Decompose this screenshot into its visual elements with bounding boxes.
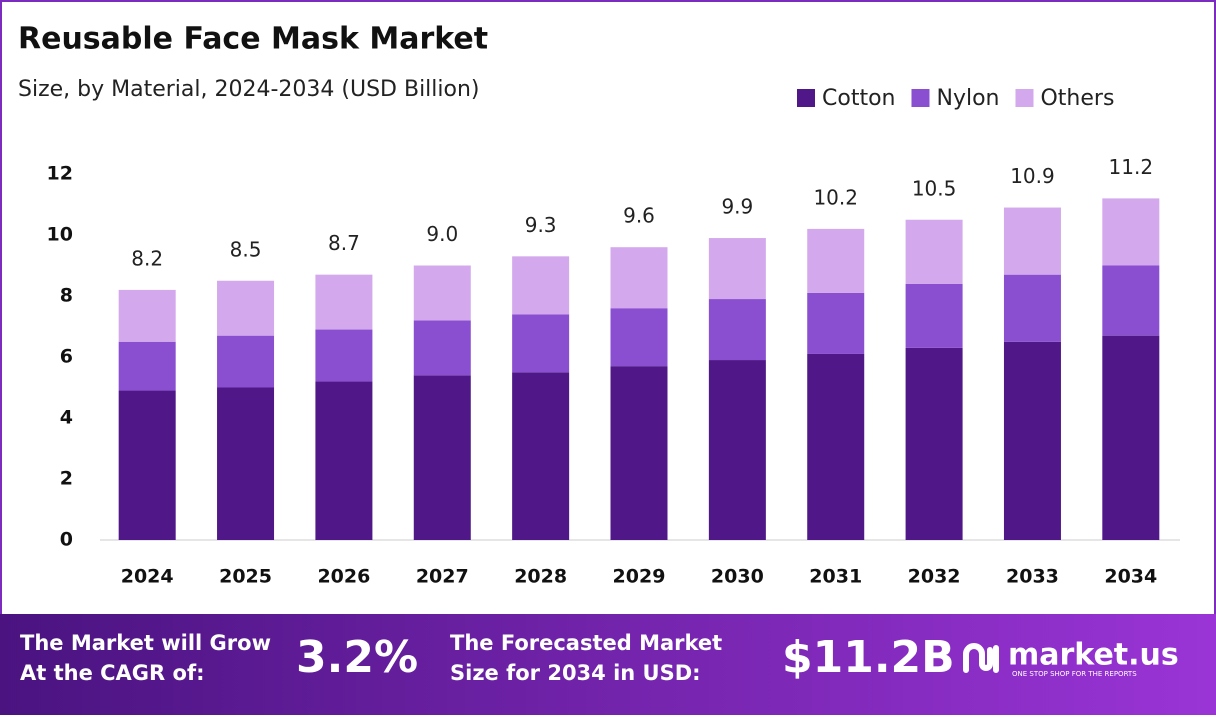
logo-icon — [963, 643, 999, 673]
x-tick-label: 2027 — [416, 566, 469, 588]
y-tick-label: 2 — [60, 468, 73, 490]
y-tick-label: 4 — [60, 407, 73, 429]
x-tick-label: 2031 — [809, 566, 862, 588]
bar-segment — [807, 228, 865, 293]
tagline: ONE STOP SHOP FOR THE REPORTS — [1012, 670, 1137, 678]
bar-segment — [413, 320, 471, 376]
y-tick-label: 8 — [60, 285, 73, 307]
x-tick-label: 2032 — [908, 566, 961, 588]
total-label: 8.2 — [131, 246, 163, 270]
bar-segment — [217, 280, 275, 336]
bar-segment — [118, 341, 176, 391]
forecast-value: $11.2B — [782, 632, 955, 683]
bar-segment — [512, 372, 570, 540]
footer-band — [0, 614, 1216, 715]
bar-segment — [512, 314, 570, 373]
bar-segment — [315, 274, 373, 330]
y-tick-label: 6 — [60, 346, 73, 368]
y-tick-label: 12 — [47, 163, 73, 185]
forecast-text-box: The Forecasted Market Size for 2034 in U… — [450, 631, 723, 685]
y-tick-label: 0 — [60, 529, 73, 551]
bar-segment — [1003, 207, 1061, 275]
legend-label: Others — [1040, 86, 1114, 111]
bar-segment — [1003, 341, 1061, 540]
bar-segment — [217, 335, 275, 388]
x-tick-label: 2026 — [317, 566, 370, 588]
x-tick-label: 2033 — [1006, 566, 1059, 588]
legend-swatch — [911, 89, 930, 107]
bar-segment — [905, 219, 963, 284]
bar-segment — [118, 390, 176, 540]
bar-segment — [1003, 274, 1061, 342]
chart-title: Reusable Face Mask Market — [18, 22, 488, 57]
x-tick-label: 2034 — [1104, 566, 1157, 588]
x-tick-label: 2024 — [121, 566, 174, 588]
bar-segment — [1102, 265, 1160, 336]
legend-label: Cotton — [822, 86, 895, 111]
total-label: 11.2 — [1109, 155, 1154, 179]
x-tick-label: 2030 — [711, 566, 764, 588]
bar-segment — [315, 381, 373, 540]
total-label: 9.9 — [721, 195, 753, 219]
total-label: 9.6 — [623, 204, 655, 228]
total-label: 10.2 — [813, 185, 858, 209]
x-tick-label: 2025 — [219, 566, 272, 588]
bar-segment — [708, 238, 766, 300]
bar-segment — [807, 292, 865, 354]
total-label: 9.3 — [525, 213, 557, 237]
bar-segment — [905, 283, 963, 348]
total-label: 9.0 — [426, 222, 458, 246]
bar-segment — [905, 347, 963, 540]
bar-segment — [512, 256, 570, 315]
bar-segment — [807, 353, 865, 540]
x-tick-label: 2028 — [514, 566, 567, 588]
x-tick-label: 2029 — [613, 566, 666, 588]
cagr-value: 3.2% — [296, 632, 418, 683]
total-label: 10.9 — [1010, 164, 1055, 188]
footer: The Market will Grow At the CAGR of: 3.2… — [20, 631, 1179, 685]
bar-segment — [708, 299, 766, 361]
cagr-text: The Market will Grow At the CAGR of: — [20, 631, 271, 685]
total-label: 8.5 — [230, 237, 262, 261]
forecast-text: The Forecasted Market Size for 2034 in U… — [450, 631, 723, 685]
bar-segment — [118, 289, 176, 342]
total-label: 10.5 — [912, 176, 957, 200]
total-label: 8.7 — [328, 231, 360, 255]
bar-segment — [610, 308, 668, 367]
bar-segment — [217, 387, 275, 540]
logo: market.us — [1008, 638, 1179, 673]
bar-segment — [413, 265, 471, 321]
cagr-text-box: The Market will Grow At the CAGR of: — [20, 631, 271, 685]
y-tick-label: 10 — [47, 224, 73, 246]
bar-segment — [1102, 198, 1160, 266]
bar-segment — [708, 360, 766, 540]
bar-segment — [315, 329, 373, 382]
legend-swatch — [1015, 89, 1034, 107]
bar-segment — [610, 366, 668, 540]
bar-segment — [1102, 335, 1160, 540]
bar-segment — [610, 247, 668, 309]
bar-segment — [413, 375, 471, 540]
legend-label: Nylon — [936, 86, 999, 111]
legend-swatch — [797, 89, 815, 107]
chart-subtitle: Size, by Material, 2024-2034 (USD Billio… — [18, 77, 480, 102]
